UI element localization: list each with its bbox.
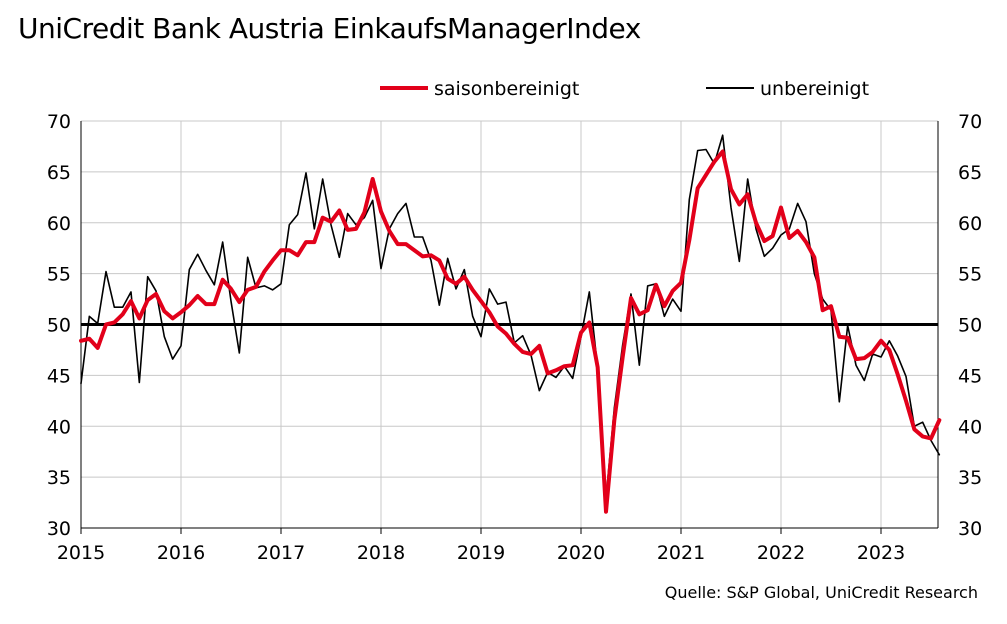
x-tick-label-2020: 2020 — [557, 542, 605, 564]
x-tick-label-2016: 2016 — [157, 542, 205, 564]
legend-label-saisonbereinigt: saisonbereinigt — [434, 78, 579, 100]
x-tick-label-2018: 2018 — [357, 542, 405, 564]
tick-labels: 30 30 35 35 40 40 45 45 50 50 55 55 60 60 65 65 70 70 2015… — [47, 111, 982, 564]
y-tick-label-left-70: 70 — [47, 111, 71, 133]
x-tick-label-2015: 2015 — [57, 542, 105, 564]
y-tick-label-left-35: 35 — [47, 467, 71, 489]
x-tick-label-2023: 2023 — [857, 542, 905, 564]
source-note: Quelle: S&P Global, UniCredit Research — [664, 583, 978, 602]
y-tick-label-right-70: 70 — [958, 111, 982, 133]
y-tick-label-right-60: 60 — [958, 213, 982, 235]
y-tick-label-left-45: 45 — [47, 365, 71, 387]
legend: saisonbereinigt unbereinigt — [380, 78, 869, 100]
y-tick-label-right-35: 35 — [958, 467, 982, 489]
legend-label-unbereinigt: unbereinigt — [760, 78, 869, 100]
y-tick-label-right-40: 40 — [958, 416, 982, 438]
x-tick-label-2017: 2017 — [257, 542, 305, 564]
y-tick-label-left-55: 55 — [47, 264, 71, 286]
series-layer — [79, 134, 942, 514]
x-tick-label-2021: 2021 — [657, 542, 705, 564]
y-tick-label-right-65: 65 — [958, 162, 982, 184]
y-tick-label-left-30: 30 — [47, 518, 71, 540]
y-tick-label-right-45: 45 — [958, 365, 982, 387]
x-tick-label-2019: 2019 — [457, 542, 505, 564]
y-tick-label-left-60: 60 — [47, 213, 71, 235]
y-tick-label-right-30: 30 — [958, 518, 982, 540]
y-tick-label-right-50: 50 — [958, 315, 982, 337]
y-tick-label-left-50: 50 — [47, 315, 71, 337]
series-line-saisonbereinigt — [79, 149, 942, 514]
y-tick-label-left-40: 40 — [47, 416, 71, 438]
series-line-unbereinigt — [80, 134, 941, 500]
x-tick-label-2022: 2022 — [757, 542, 805, 564]
axes — [80, 121, 939, 534]
chart-title: UniCredit Bank Austria EinkaufsManagerIn… — [18, 12, 641, 45]
y-tick-label-right-55: 55 — [958, 264, 982, 286]
y-tick-label-left-65: 65 — [47, 162, 71, 184]
